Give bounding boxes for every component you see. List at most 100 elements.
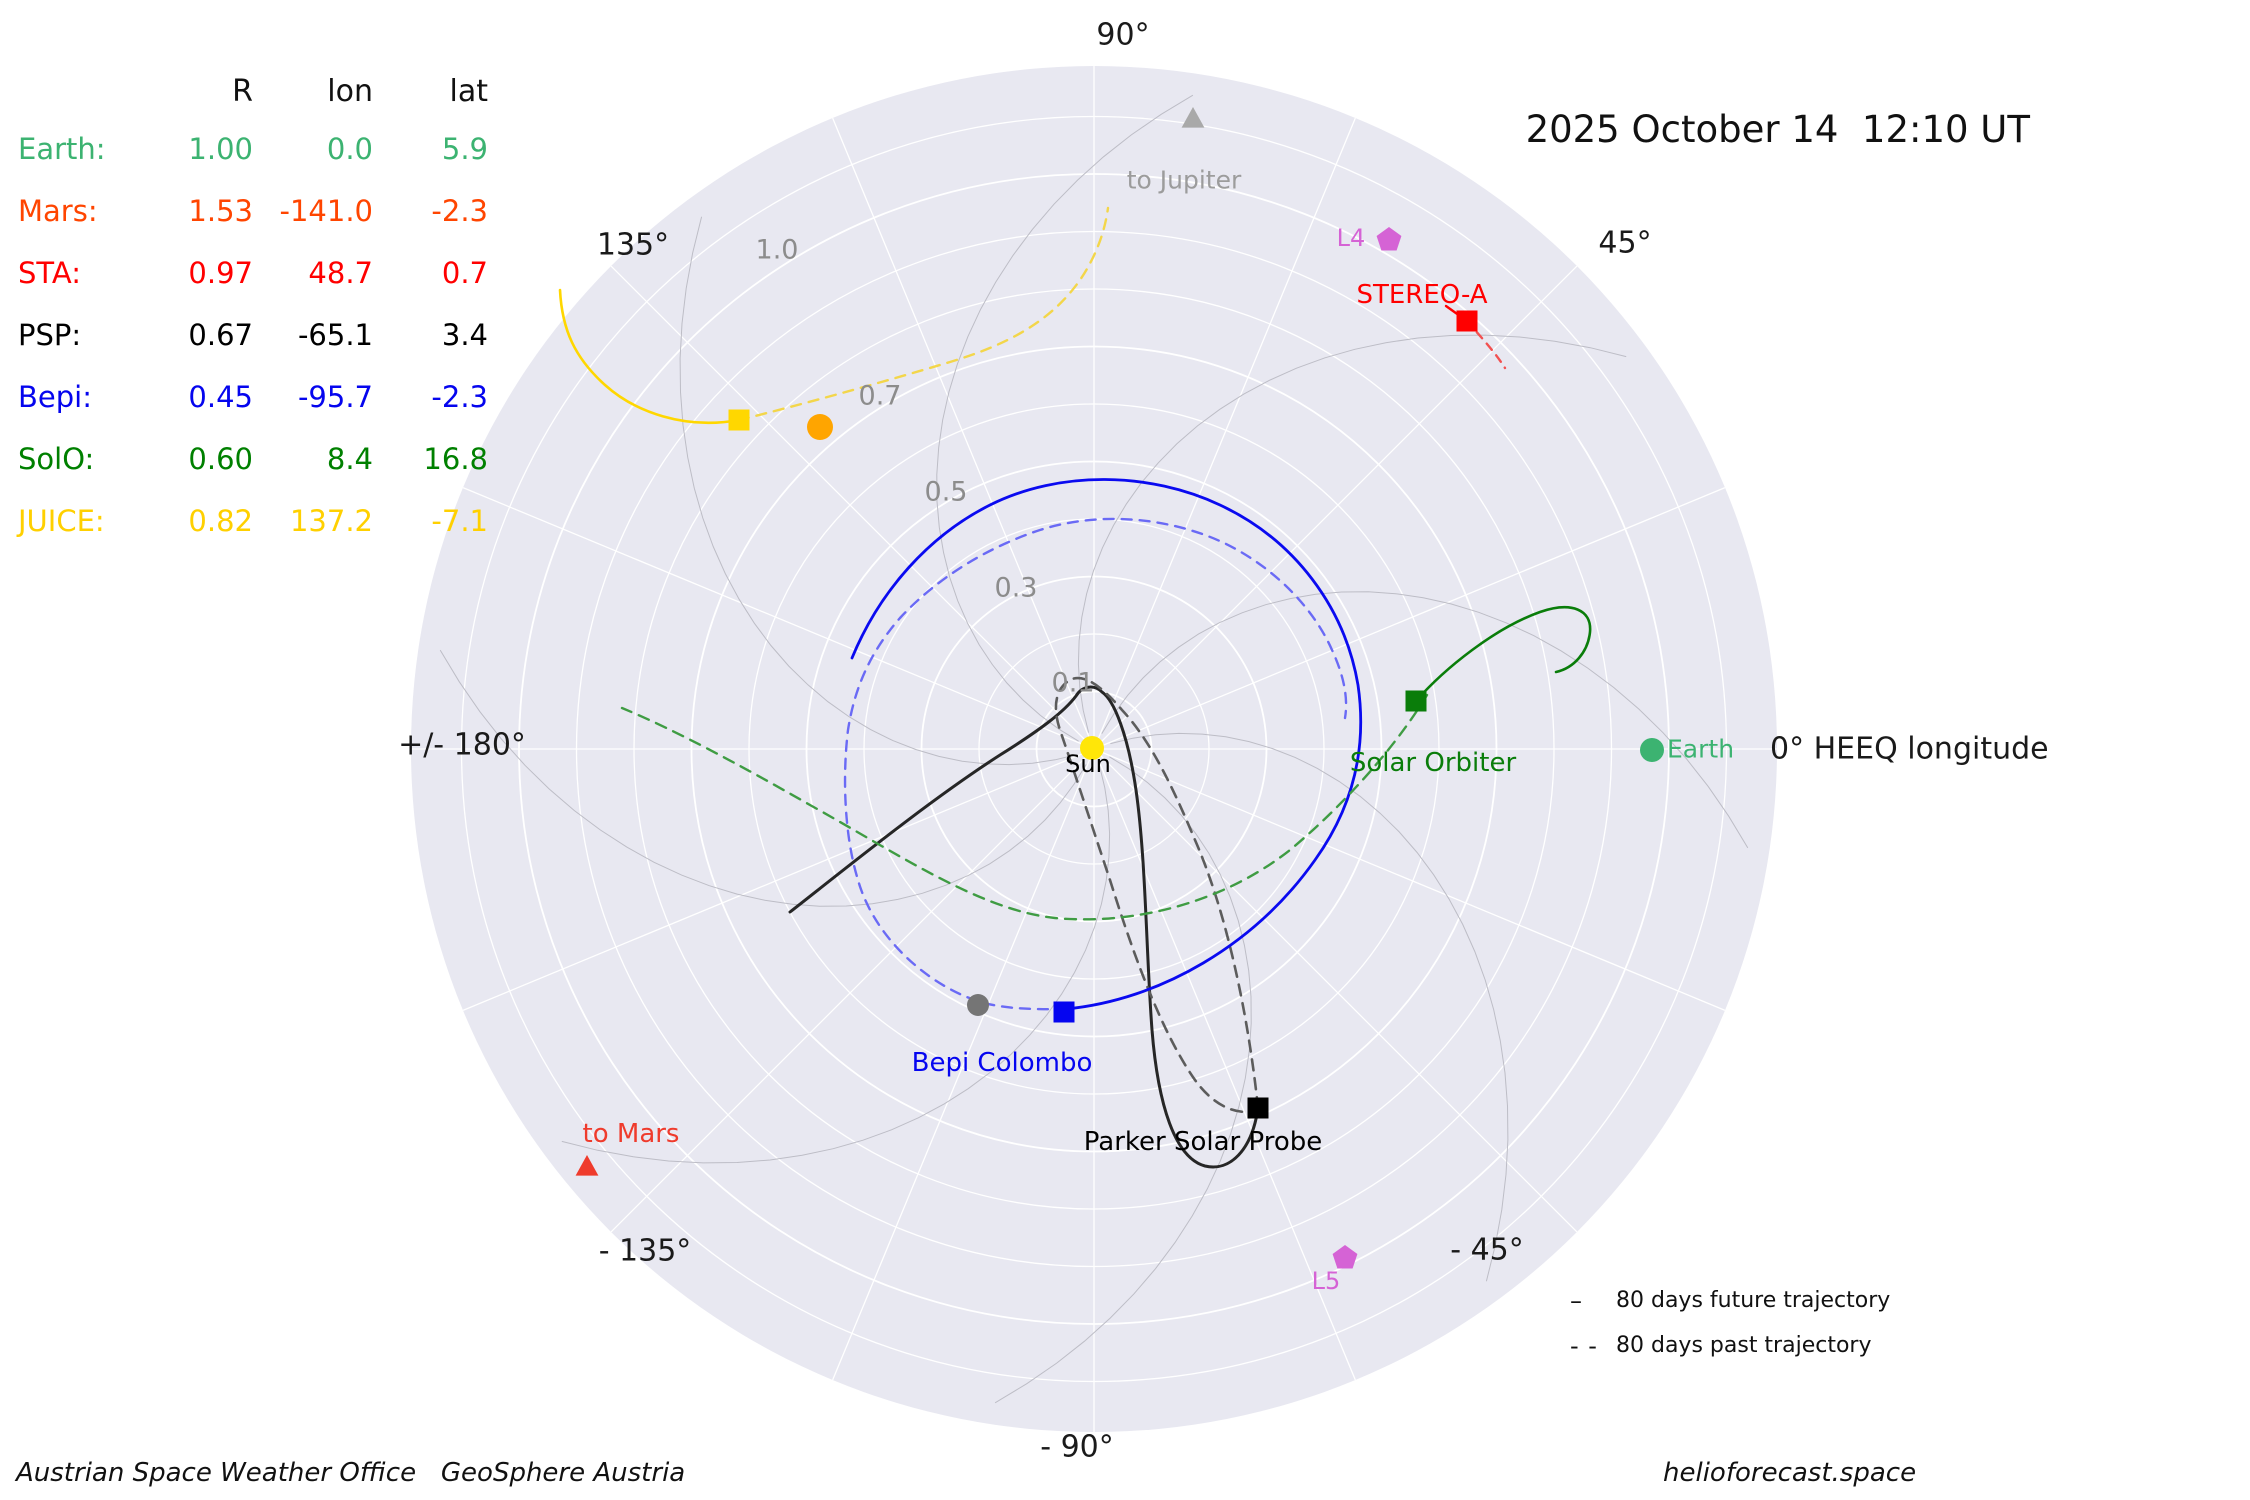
polar-grid: [411, 66, 1777, 1432]
solar-orbiter-label: Solar Orbiter: [1350, 748, 1517, 778]
trajectory-juice-past: [737, 206, 1110, 422]
solid-line-icon: –: [1570, 1286, 1583, 1315]
sun-label: Sun: [1065, 750, 1111, 778]
parker-spiral: [679, 216, 1078, 766]
angular-tick-label: - 45°: [1450, 1233, 1524, 1268]
grid-spoke: [1093, 748, 1356, 1381]
body-name: Earth:: [18, 132, 106, 166]
l5-marker: [1332, 1245, 1358, 1269]
psp-label: Parker Solar Probe: [1084, 1127, 1322, 1157]
stereo-a-marker: [1456, 310, 1478, 332]
dashed-line-icon: - -: [1570, 1331, 1598, 1360]
body-R: 1.53: [188, 194, 253, 228]
table-row: JUICE: 0.82 137.2 -7.1: [18, 490, 488, 552]
body-R: 0.67: [188, 318, 253, 352]
parker-spiral: [1101, 591, 1749, 849]
grid-spoke: [1093, 487, 1726, 750]
to-jupiter-label: to Jupiter: [1127, 166, 1242, 195]
body-lat: 3.4: [441, 318, 488, 352]
body-R: 0.60: [188, 442, 253, 476]
table-row: SolO: 0.60 8.4 16.8: [18, 428, 488, 490]
trajectory-solo-past: [620, 693, 1429, 921]
stereo-a-label: STEREO-A: [1356, 280, 1487, 310]
body-name: Bepi:: [18, 380, 92, 414]
earth-label: Earth: [1667, 735, 1734, 764]
angular-tick-label: +/- 180°: [398, 728, 526, 763]
body-name: STA:: [18, 256, 81, 290]
table-row: PSP: 0.67 -65.1 3.4: [18, 304, 488, 366]
body-lon: -95.7: [297, 380, 373, 414]
col-header-R: R: [232, 73, 253, 109]
body-R: 0.82: [188, 504, 253, 538]
parker-spiral: [1077, 334, 1627, 733]
to-jupiter-marker: [1181, 107, 1205, 128]
body-lat: 16.8: [423, 442, 488, 476]
radial-tick-label: 0.3: [995, 573, 1038, 604]
body-R: 0.45: [188, 380, 253, 414]
angular-tick-label: - 90°: [1040, 1430, 1114, 1465]
body-R: 1.00: [188, 132, 253, 166]
trajectory-juice-future: [558, 288, 741, 424]
mercury-marker: [967, 994, 989, 1016]
table-row: Earth: 1.00 0.0 5.9: [18, 118, 488, 180]
parker-spiral: [936, 94, 1194, 742]
trajectory-solo-future: [1414, 606, 1592, 703]
website-link[interactable]: helioforecast.space: [1663, 1458, 1917, 1488]
body-lon: -65.1: [297, 318, 373, 352]
body-name: Mars:: [18, 194, 98, 228]
legend-past-label: 80 days past trajectory: [1616, 1333, 1872, 1358]
grid-spoke: [462, 487, 1095, 750]
trajectory-psp-future: [788, 685, 1260, 1169]
parker-spiral: [1110, 732, 1509, 1282]
grid-spoke: [462, 748, 1095, 1011]
juice-marker: [728, 409, 750, 431]
radial-tick-label: 0.1: [1052, 668, 1095, 699]
body-lat: 0.7: [441, 256, 488, 290]
radial-tick-label: 0.5: [925, 477, 968, 508]
body-lon: 137.2: [289, 504, 373, 538]
body-lon: 48.7: [308, 256, 373, 290]
body-R: 0.97: [188, 256, 253, 290]
table-row: Mars: 1.53 -141.0 -2.3: [18, 180, 488, 242]
grid-spoke: [610, 748, 1095, 1233]
venus-marker: [807, 414, 833, 440]
to-mars-marker: [575, 1155, 599, 1176]
legend-future-label: 80 days future trajectory: [1616, 1288, 1891, 1313]
bepi-colombo-marker: [1053, 1001, 1075, 1023]
to-mars-label: to Mars: [583, 1119, 680, 1149]
angular-tick-label: 0° HEEQ longitude: [1770, 732, 2049, 767]
grid-spoke: [610, 265, 1095, 750]
legend-row-past: - - 80 days past trajectory: [1570, 1323, 1890, 1368]
body-name: JUICE:: [18, 504, 105, 538]
trajectory-legend: – 80 days future trajectory - - 80 days …: [1570, 1278, 1890, 1368]
body-lat: -2.3: [431, 380, 488, 414]
table-row: Bepi: 0.45 -95.7 -2.3: [18, 366, 488, 428]
body-name: SolO:: [18, 442, 95, 476]
credit-text: Austrian Space Weather Office GeoSphere …: [16, 1458, 686, 1488]
table-row: STA: 0.97 48.7 0.7: [18, 242, 488, 304]
col-header-lat: lat: [449, 73, 488, 109]
page-title: 2025 October 14 12:10 UT: [1525, 108, 2030, 151]
body-lat: -2.3: [431, 194, 488, 228]
l4-label: L4: [1337, 224, 1366, 252]
body-lon: 0.0: [326, 132, 373, 166]
body-lon: -141.0: [279, 194, 374, 228]
sun-marker: [1080, 736, 1104, 760]
grid-spoke: [1093, 265, 1578, 750]
grid-spoke: [832, 748, 1095, 1381]
solar-orbiter-marker: [1405, 690, 1427, 712]
parker-spiral: [439, 649, 1087, 907]
grid-spoke: [1093, 117, 1356, 750]
trajectory-bepi-future: [850, 478, 1363, 1011]
body-lat: 5.9: [441, 132, 488, 166]
psp-marker: [1247, 1097, 1269, 1119]
grid-spoke: [832, 117, 1095, 750]
angular-tick-label: 135°: [597, 228, 669, 263]
body-name: PSP:: [18, 318, 82, 352]
legend-row-future: – 80 days future trajectory: [1570, 1278, 1890, 1323]
trajectory-bepi-past: [843, 517, 1348, 1011]
